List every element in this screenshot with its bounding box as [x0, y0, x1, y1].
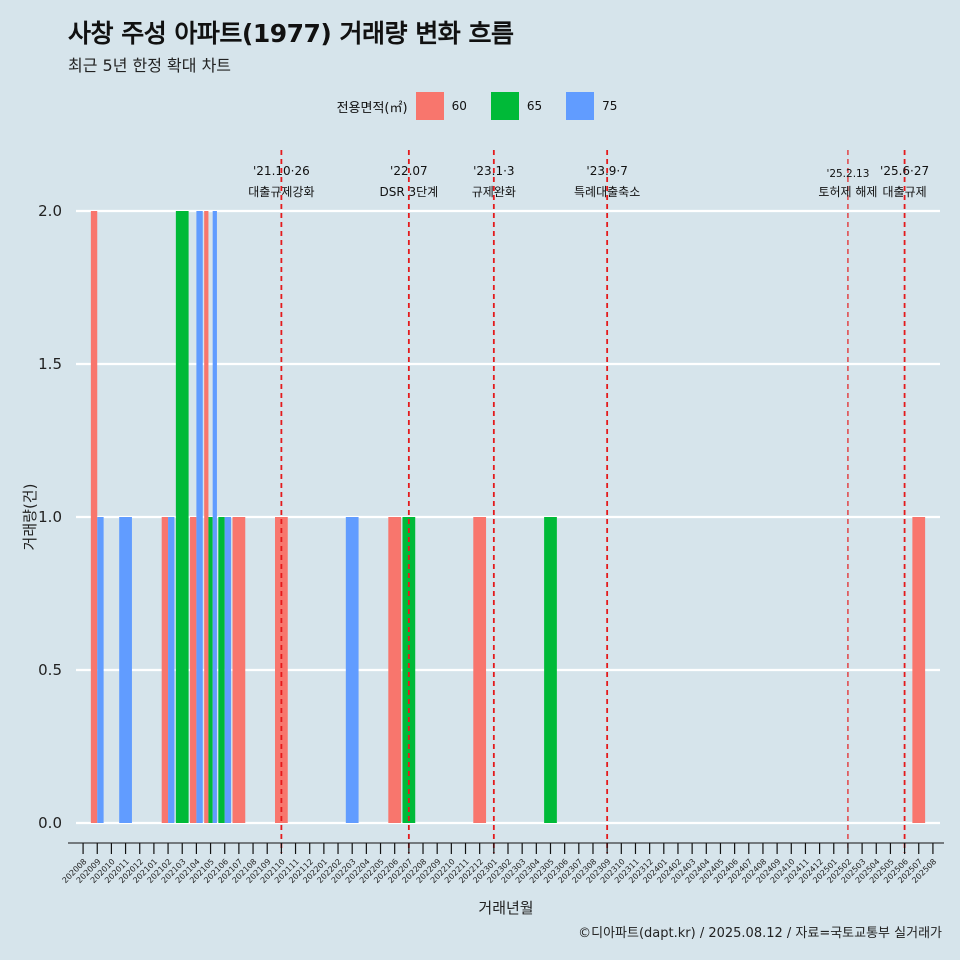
x-axis-label: 거래년월 — [478, 899, 533, 917]
bar-60-202206 — [388, 517, 402, 823]
y-tick-label: 1.0 — [38, 508, 62, 526]
legend: 전용면적(㎡) 60 65 75 — [0, 92, 960, 120]
legend-swatch-65 — [490, 92, 519, 120]
bar-75-202011 — [119, 517, 132, 823]
bar-75-202102 — [168, 517, 175, 823]
legend-title: 전용면적(㎡) — [336, 100, 408, 116]
annotation-label: 규제완화 — [472, 185, 516, 199]
caption: ©디아파트(dapt.kr) / 2025.08.12 / 자료=국토교통부 실… — [578, 926, 942, 941]
bar-60-202507 — [912, 517, 926, 823]
legend-label-60: 60 — [451, 99, 467, 113]
y-tick-label: 0.5 — [38, 661, 62, 679]
chart-subtitle: 최근 5년 한정 확대 차트 — [68, 56, 232, 75]
annotation-label: 대출규제강화 — [248, 185, 314, 199]
annotation-label: 특례대출축소 — [574, 185, 640, 199]
bar-65-202305 — [544, 517, 557, 823]
y-axis-label: 거래량(건) — [21, 484, 39, 551]
bars — [90, 211, 926, 823]
bar-75-202104 — [196, 211, 203, 823]
annotation-date: '22.07 — [390, 164, 428, 178]
legend-item-75: 75 — [566, 92, 617, 120]
legend-label-65: 65 — [526, 99, 543, 113]
annotation-label: DSR 3단계 — [379, 185, 438, 199]
bar-60-202009 — [90, 211, 98, 823]
bar-75-202105 — [212, 211, 217, 823]
legend-item-65: 65 — [490, 92, 560, 120]
annotation-label: 토허제 해제 — [818, 185, 877, 199]
annotation-date: '21.10·26 — [253, 164, 310, 178]
bar-60-202102 — [161, 517, 169, 823]
annotation-date: '25.6·27 — [880, 164, 929, 178]
legend-label-75: 75 — [602, 99, 618, 113]
bar-75-202203 — [345, 517, 359, 823]
bar-65-202103 — [175, 211, 189, 823]
y-tick-label: 0.0 — [38, 814, 62, 832]
annotation-date: '23.9·7 — [586, 164, 627, 178]
bar-60-202105 — [204, 211, 209, 823]
bar-65-202207 — [402, 517, 416, 823]
legend-swatch-75 — [566, 92, 595, 120]
legend-item-60: 60 — [415, 92, 485, 120]
y-tick-label: 2.0 — [38, 202, 62, 220]
y-tick-label: 1.5 — [38, 355, 62, 373]
bar-60-202110 — [275, 517, 288, 823]
annotation-date: '23.1·3 — [473, 164, 514, 178]
bar-75-202106 — [224, 517, 232, 823]
annotation-label: 대출규제 — [883, 185, 927, 199]
legend-swatch-60 — [415, 92, 444, 120]
bar-75-202009 — [97, 517, 104, 823]
chart-title: 사창 주성 아파트(1977) 거래량 변화 흐름 — [68, 19, 514, 48]
annotations: '21.10·26 대출규제강화 '22.07 DSR 3단계 '23.1·3 규제완화 '… — [248, 150, 929, 853]
bar-65-202106 — [218, 517, 225, 823]
bar-60-202107 — [232, 517, 246, 823]
annotation-date: '25.2.13 — [826, 168, 869, 180]
bar-60-202212 — [473, 517, 487, 823]
bar-65-202105 — [208, 517, 213, 823]
bar-60-202104 — [190, 517, 197, 823]
